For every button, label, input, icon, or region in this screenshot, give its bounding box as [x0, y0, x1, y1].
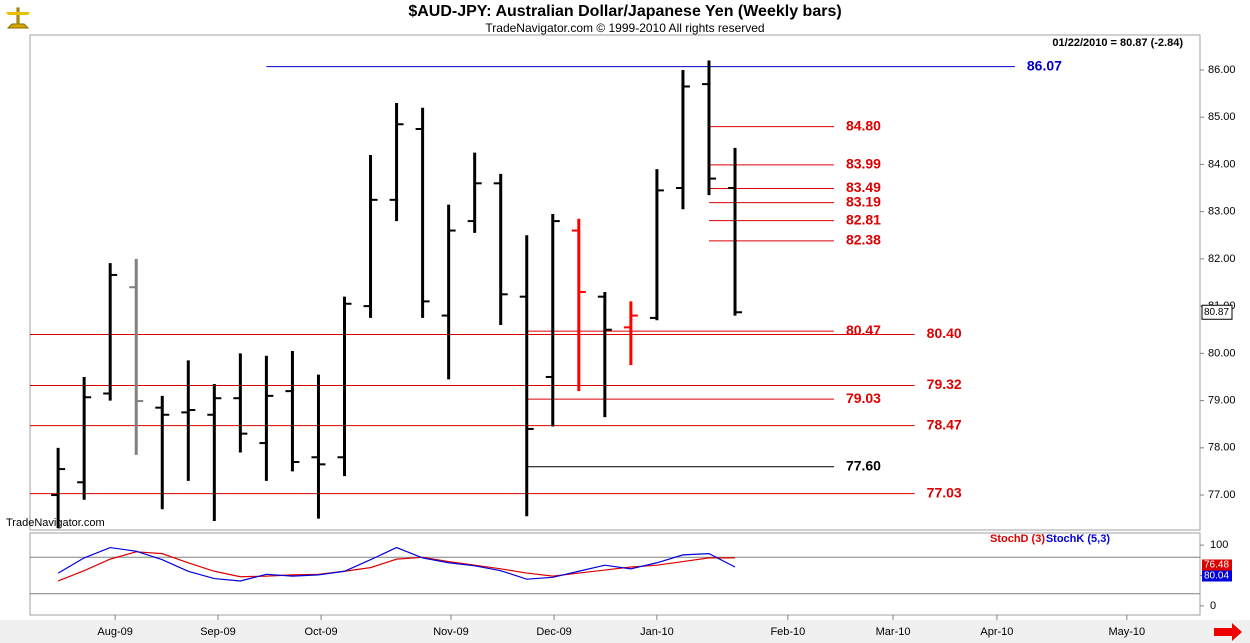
level-label: 79.32 — [927, 376, 962, 392]
y-tick-label: 85.00 — [1208, 111, 1236, 123]
level-label: 83.19 — [846, 193, 881, 209]
chart-title: $AUD-JPY: Australian Dollar/Japanese Yen… — [408, 3, 841, 20]
watermark: TradeNavigator.com — [6, 517, 105, 529]
y-tick-label: 82.00 — [1208, 253, 1236, 265]
x-tick-label: Mar-10 — [876, 626, 911, 638]
y-tick-label: 100 — [1210, 539, 1228, 551]
last-value-label: 80.04 — [1204, 571, 1229, 582]
level-label: 84.80 — [846, 117, 881, 133]
last-price-label: 80.87 — [1204, 307, 1229, 318]
last-value-box — [1202, 570, 1232, 582]
y-tick-label: 0 — [1210, 600, 1216, 612]
x-axis-band — [0, 620, 1250, 643]
last-price-box — [1201, 304, 1233, 320]
y-tick-label: 80.00 — [1208, 347, 1236, 359]
level-label: 77.60 — [846, 457, 881, 473]
last-value-box — [1202, 559, 1232, 571]
x-tick-label: Oct-09 — [305, 626, 338, 638]
price-note: 01/22/2010 = 80.87 (-2.84) — [1052, 37, 1183, 49]
x-tick-label: May-10 — [1108, 626, 1145, 638]
y-tick-label: 83.00 — [1208, 206, 1236, 218]
legend-entry: StochD (3) — [990, 533, 1045, 545]
x-tick-label: Sep-09 — [200, 626, 235, 638]
stoch-panel — [29, 532, 1201, 616]
level-label: 83.49 — [846, 179, 881, 195]
x-tick-label: Nov-09 — [433, 626, 468, 638]
level-label: 83.99 — [846, 156, 881, 172]
y-tick-label: 77.00 — [1208, 489, 1236, 501]
y-tick-label: 84.00 — [1208, 158, 1236, 170]
legend-entry: StochK (5,3) — [1046, 533, 1111, 545]
x-tick-label: Feb-10 — [770, 626, 805, 638]
price-panel — [29, 34, 1201, 531]
level-label: 78.47 — [927, 416, 962, 432]
level-label: 79.03 — [846, 390, 881, 406]
y-tick-label: 78.00 — [1208, 442, 1236, 454]
x-tick-label: Jan-10 — [640, 626, 674, 638]
x-tick-label: Dec-09 — [536, 626, 571, 638]
logo — [6, 7, 30, 29]
y-tick-label: 79.00 — [1208, 394, 1236, 406]
level-label: 86.07 — [1027, 57, 1062, 73]
level-label: 80.40 — [927, 325, 962, 341]
level-label: 77.03 — [927, 484, 962, 500]
chart-subtitle: TradeNavigator.com © 1999-2010 All right… — [485, 21, 764, 35]
scroll-arrow[interactable] — [1214, 623, 1242, 641]
stoch-line — [57, 546, 736, 582]
level-label: 82.81 — [846, 211, 881, 227]
x-tick-label: Apr-10 — [980, 626, 1013, 638]
last-value-label: 76.48 — [1204, 560, 1229, 571]
x-tick-label: Aug-09 — [97, 626, 132, 638]
level-label: 80.47 — [846, 322, 881, 338]
y-tick-label: 86.00 — [1208, 64, 1236, 76]
level-label: 82.38 — [846, 232, 881, 248]
